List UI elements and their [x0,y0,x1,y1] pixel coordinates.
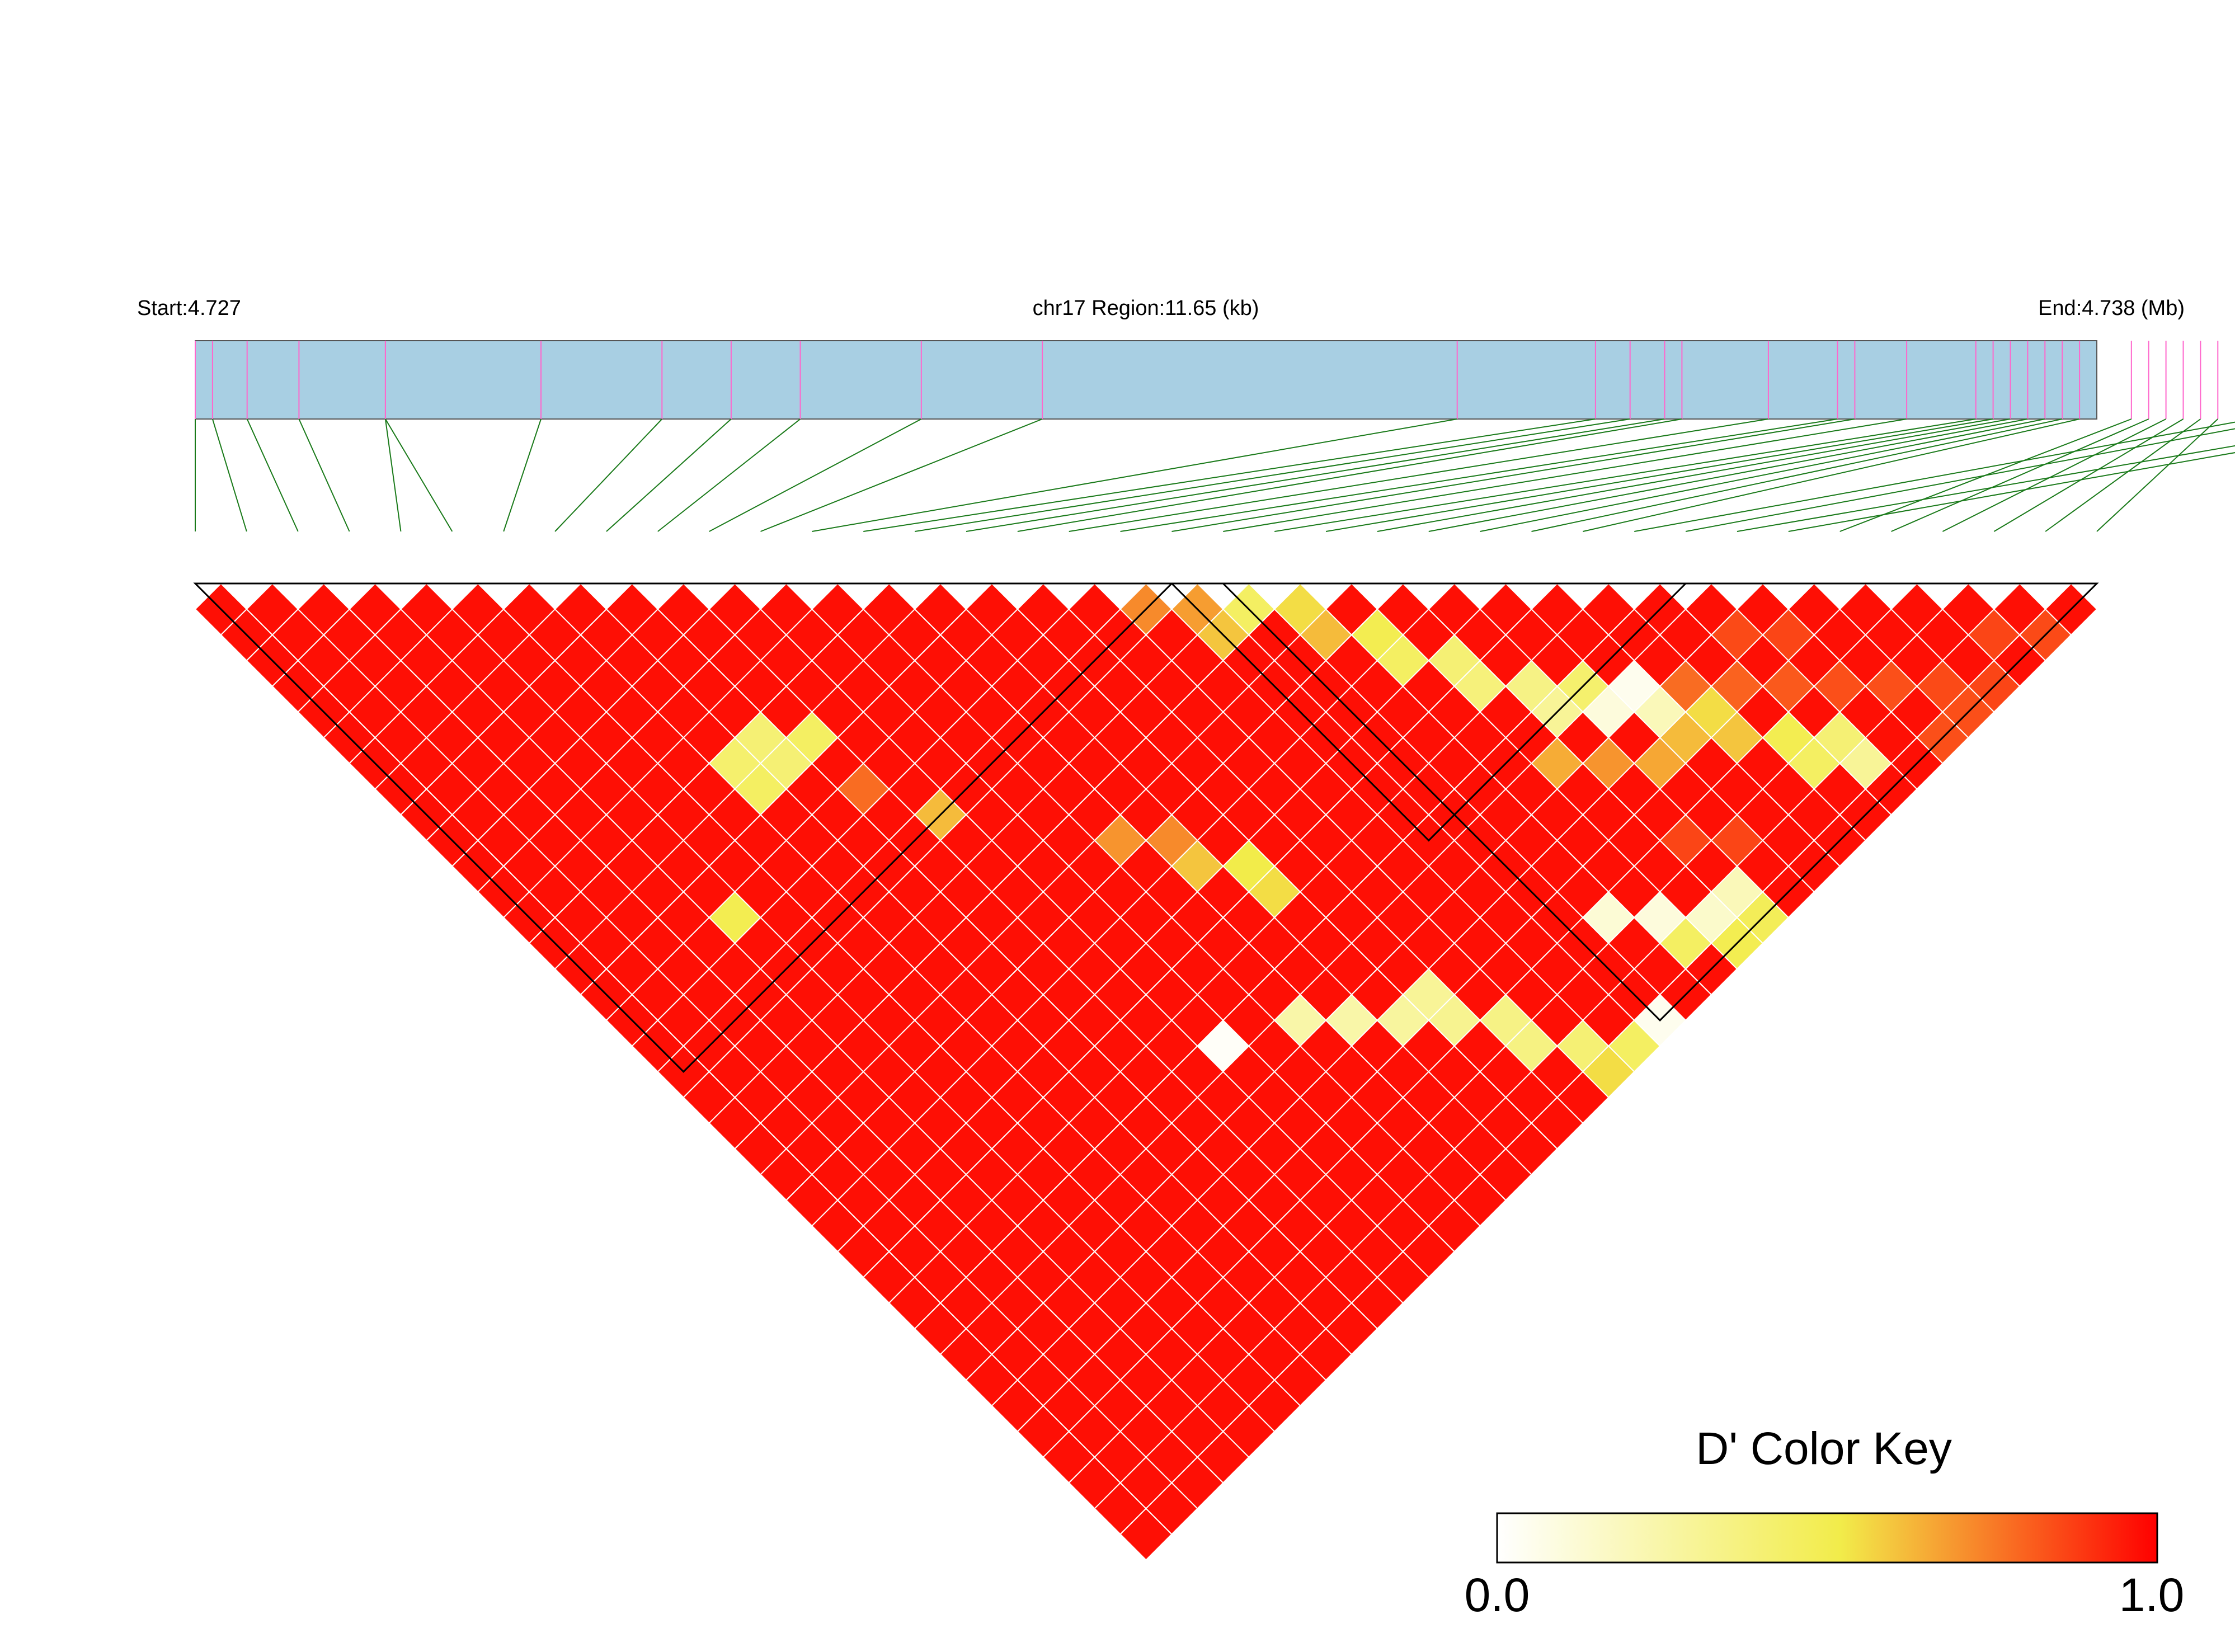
haplotype-block-outlines [193,582,2099,1073]
snp-connector [914,418,1630,532]
snp-connector [246,418,299,532]
snp-connector [1274,418,1976,532]
snp-connector [298,418,350,532]
chromosome-track [195,340,2097,420]
snp-connector [1325,418,1993,532]
haplotype-block-outline [193,582,1174,1073]
snp-connector [1377,418,2011,532]
snp-connector [1428,418,2028,532]
snp-connector [2045,418,2201,532]
snp-connector [1993,418,2184,532]
region-end-label: End:4.738 (Mb) [2038,296,2185,320]
color-key-title: D' Color Key [1696,1423,1952,1474]
snp-connector [1583,418,2080,532]
color-key-gradient-bar [1496,1512,2158,1564]
color-key-max-label: 1.0 [2119,1569,2185,1621]
snp-connector [863,418,1596,532]
haplotype-block-outline [1221,582,2099,1022]
snp-connector [1223,418,1907,532]
snp-connector [1120,418,1838,532]
snp-connector [760,418,1043,532]
snp-connector [1839,418,2132,532]
snp-connector [1788,452,2235,532]
snp-connector [709,418,922,532]
snp-connector [503,418,542,532]
snp-connector [1171,418,1855,532]
snp-connector [211,418,247,532]
snp-connector [1531,418,2063,532]
snp-connector [1942,418,2167,532]
snp-connector [1069,418,1769,532]
snp-tick-marks [195,341,2219,419]
snp-connector [1737,445,2235,532]
snp-connector [966,418,1665,532]
snp-connector [657,418,801,532]
region-start-label: Start:4.727 [137,296,241,320]
snp-connector [1891,418,2149,532]
snp-connector [1017,418,1682,532]
snp-connector [606,418,732,532]
snp-connector [554,418,663,532]
ld-heatmap-cells [194,582,2098,1561]
region-title-label: chr17 Region:11.65 (kb) [1033,296,1259,320]
snp-connector [1480,418,2045,532]
snp-connector [812,418,1457,532]
snp-connector [385,418,453,532]
color-key-min-label: 0.0 [1465,1569,1530,1621]
snp-connector [2096,418,2218,532]
snp-connector [1634,421,2235,532]
snp-connector-lines [195,418,2235,532]
snp-connector [384,418,402,532]
